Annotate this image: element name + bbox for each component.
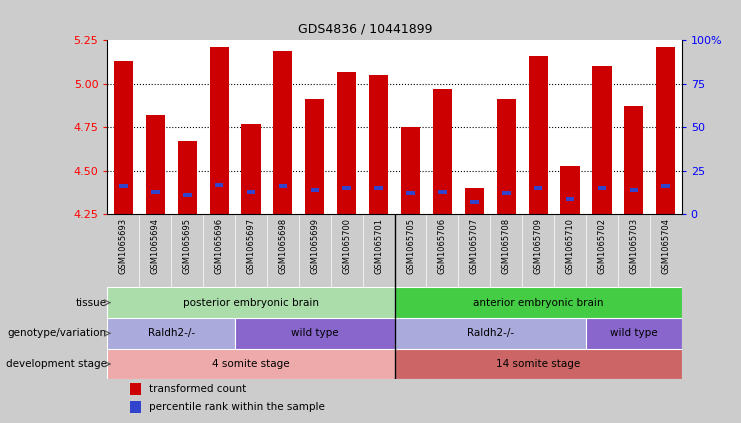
Bar xyxy=(630,188,638,192)
Bar xyxy=(395,287,682,318)
Text: development stage: development stage xyxy=(6,359,107,369)
Bar xyxy=(119,184,127,188)
Bar xyxy=(130,401,141,414)
Bar xyxy=(242,124,261,214)
Bar xyxy=(273,51,293,214)
Text: GSM1065707: GSM1065707 xyxy=(470,218,479,274)
Bar xyxy=(151,190,159,194)
Bar xyxy=(337,71,356,214)
Text: GSM1065704: GSM1065704 xyxy=(661,218,671,274)
Bar xyxy=(130,383,141,395)
Bar xyxy=(565,197,574,201)
Bar xyxy=(210,47,229,214)
Bar xyxy=(247,190,256,194)
Bar xyxy=(496,99,516,214)
Bar xyxy=(107,349,395,379)
Bar xyxy=(433,89,452,214)
Text: posterior embryonic brain: posterior embryonic brain xyxy=(183,298,319,308)
Bar xyxy=(406,192,415,195)
Text: transformed count: transformed count xyxy=(150,384,247,394)
Bar xyxy=(107,318,235,349)
Bar xyxy=(534,186,542,190)
Text: Raldh2-/-: Raldh2-/- xyxy=(467,328,514,338)
Bar xyxy=(235,318,394,349)
Text: GSM1065709: GSM1065709 xyxy=(534,218,542,274)
Text: GSM1065710: GSM1065710 xyxy=(565,218,574,274)
Text: GSM1065702: GSM1065702 xyxy=(597,218,606,274)
Text: GSM1065694: GSM1065694 xyxy=(151,218,160,274)
Text: GSM1065693: GSM1065693 xyxy=(119,218,128,274)
Bar xyxy=(624,106,643,214)
Text: GSM1065708: GSM1065708 xyxy=(502,218,511,274)
Bar xyxy=(310,188,319,192)
Text: GSM1065699: GSM1065699 xyxy=(310,218,319,274)
Bar xyxy=(369,75,388,214)
Text: anterior embryonic brain: anterior embryonic brain xyxy=(473,298,603,308)
Text: GSM1065705: GSM1065705 xyxy=(406,218,415,274)
Text: 14 somite stage: 14 somite stage xyxy=(496,359,580,369)
Bar xyxy=(598,186,606,190)
Bar xyxy=(178,141,197,214)
Bar xyxy=(279,184,288,188)
Bar xyxy=(592,66,611,214)
Text: wild type: wild type xyxy=(291,328,339,338)
Bar xyxy=(107,287,395,318)
Bar xyxy=(586,318,682,349)
Text: GSM1065706: GSM1065706 xyxy=(438,218,447,274)
Text: GSM1065696: GSM1065696 xyxy=(215,218,224,274)
Bar xyxy=(657,47,675,214)
Text: tissue: tissue xyxy=(76,298,107,308)
Bar xyxy=(401,127,420,214)
Text: GSM1065700: GSM1065700 xyxy=(342,218,351,274)
Bar xyxy=(305,99,325,214)
Text: GSM1065697: GSM1065697 xyxy=(247,218,256,274)
Bar xyxy=(215,183,224,187)
Bar xyxy=(146,115,165,214)
Bar xyxy=(662,184,670,188)
Bar xyxy=(374,186,383,190)
Bar xyxy=(560,165,579,214)
Bar xyxy=(114,61,133,214)
Text: GSM1065698: GSM1065698 xyxy=(279,218,288,274)
Bar xyxy=(342,186,351,190)
Text: 4 somite stage: 4 somite stage xyxy=(212,359,290,369)
Text: GDS4836 / 10441899: GDS4836 / 10441899 xyxy=(298,23,432,36)
Bar xyxy=(502,192,511,195)
Bar xyxy=(395,318,586,349)
Text: GSM1065695: GSM1065695 xyxy=(183,218,192,274)
Text: genotype/variation: genotype/variation xyxy=(7,328,107,338)
Text: GSM1065703: GSM1065703 xyxy=(629,218,638,274)
Bar xyxy=(528,56,548,214)
Bar xyxy=(395,349,682,379)
Text: Raldh2-/-: Raldh2-/- xyxy=(147,328,195,338)
Bar xyxy=(183,193,191,197)
Text: GSM1065701: GSM1065701 xyxy=(374,218,383,274)
Bar xyxy=(438,190,447,194)
Bar xyxy=(470,200,479,204)
Text: percentile rank within the sample: percentile rank within the sample xyxy=(150,402,325,412)
Bar xyxy=(465,188,484,214)
Text: wild type: wild type xyxy=(610,328,658,338)
